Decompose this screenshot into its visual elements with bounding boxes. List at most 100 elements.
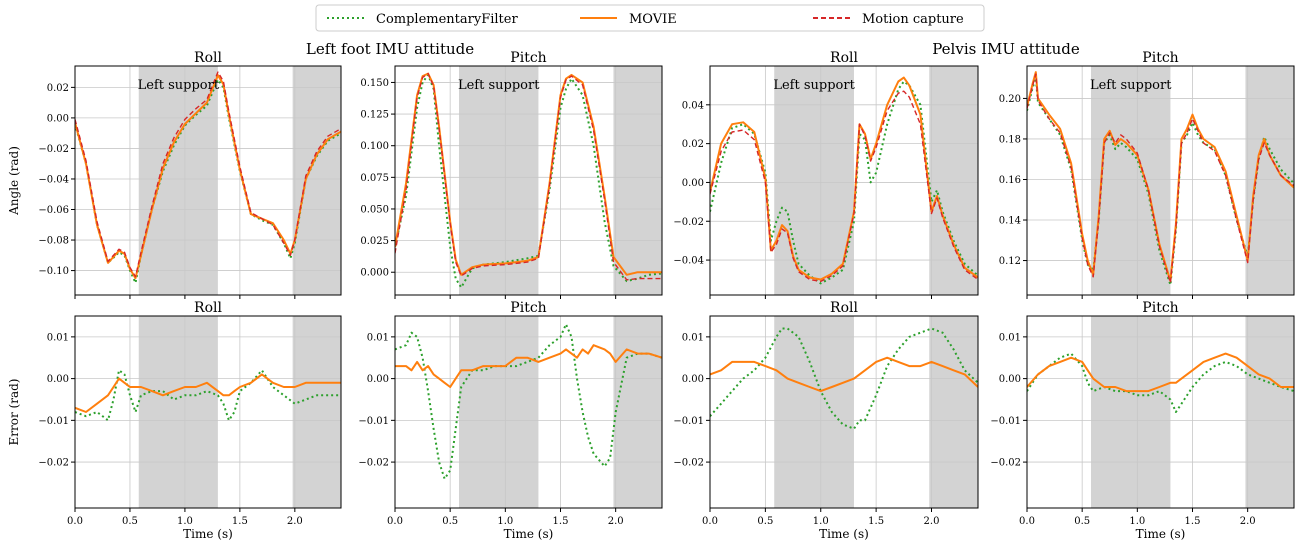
axes-frame bbox=[1026, 315, 1295, 509]
x-tick-label: 1.5 bbox=[1185, 516, 1201, 527]
y-tick-label: −0.01 bbox=[358, 416, 389, 427]
x-tick-label: 0.0 bbox=[387, 516, 403, 527]
series-line-complementary bbox=[395, 323, 662, 480]
x-tick-label: 2.0 bbox=[287, 516, 303, 527]
support-label: Left support bbox=[1090, 78, 1172, 93]
y-tick-label: −0.02 bbox=[38, 144, 69, 155]
series-line-mocap bbox=[710, 90, 978, 283]
support-region-0 bbox=[458, 66, 539, 295]
series-line-movie bbox=[75, 373, 341, 413]
panel-0-1: 0.150 0.125 0.100 0.075 0.050 0.025 0.000 Pitch… bbox=[360, 50, 663, 299]
panel-title: Pitch bbox=[510, 300, 546, 316]
panel-title: Pitch bbox=[1142, 50, 1178, 66]
y-tick-label: −0.02 bbox=[673, 458, 704, 469]
y-tick-label: 0.00 bbox=[999, 374, 1021, 385]
x-tick-label: 2.0 bbox=[924, 516, 940, 527]
x-axis-label: Time (s) bbox=[819, 527, 869, 541]
x-axis-label: Time (s) bbox=[1136, 527, 1186, 541]
panel-1-1: 0.01 0.00 −0.01 −0.02 0.0 0.5 1.0 1.5 2.0 Pitch Ti… bbox=[358, 300, 663, 541]
legend-label-mocap: Motion capture bbox=[862, 12, 964, 27]
support-label: Left support bbox=[773, 78, 855, 93]
axes-frame bbox=[74, 65, 342, 296]
series-line-mocap bbox=[395, 72, 662, 281]
series-line-complementary bbox=[75, 369, 341, 422]
panel-title: Roll bbox=[194, 300, 222, 316]
y-tick-label: −0.02 bbox=[990, 458, 1021, 469]
panel-0-0: 0.02 0.00 −0.02 −0.04 −0.06 −0.08 −0.10 Roll Lef… bbox=[7, 50, 342, 299]
panel-1-3: 0.01 0.00 −0.01 −0.02 0.0 0.5 1.0 1.5 2.0 Pitch Ti… bbox=[990, 300, 1295, 541]
legend-frame bbox=[315, 4, 985, 32]
y-tick-label: 0.050 bbox=[360, 204, 389, 215]
x-tick-label: 0.0 bbox=[702, 516, 718, 527]
x-tick-label: 0.0 bbox=[67, 516, 83, 527]
support-region-0 bbox=[774, 316, 854, 508]
axes-frame bbox=[394, 65, 663, 296]
panel-1-2: 0.01 0.00 −0.01 −0.02 0.0 0.5 1.0 1.5 2.0 Roll Tim… bbox=[673, 300, 979, 541]
y-tick-label: 0.00 bbox=[682, 178, 704, 189]
support-label: Left support bbox=[138, 78, 220, 93]
y-tick-label: −0.04 bbox=[38, 174, 69, 185]
panels: 0.02 0.00 −0.02 −0.04 −0.06 −0.08 −0.10 Roll Lef… bbox=[7, 50, 1295, 541]
support-region-1 bbox=[613, 316, 662, 508]
y-tick-label: 0.02 bbox=[682, 139, 704, 150]
legend-label-complementary: ComplementaryFilter bbox=[376, 12, 518, 27]
panel-title: Roll bbox=[830, 300, 858, 316]
series-line-movie bbox=[710, 356, 978, 393]
support-region-1 bbox=[1245, 316, 1294, 508]
support-region-1 bbox=[292, 66, 341, 295]
x-tick-label: 2.0 bbox=[608, 516, 624, 527]
support-region-0 bbox=[1090, 316, 1171, 508]
x-tick-label: 1.0 bbox=[813, 516, 829, 527]
y-tick-label: 0.00 bbox=[47, 113, 69, 124]
y-tick-label: 0.125 bbox=[360, 110, 389, 121]
x-tick-label: 2.0 bbox=[1240, 516, 1256, 527]
x-tick-label: 1.5 bbox=[232, 516, 248, 527]
support-region-0 bbox=[774, 66, 854, 295]
series-line-complementary bbox=[710, 327, 978, 430]
x-tick-label: 1.0 bbox=[497, 516, 513, 527]
y-tick-label: 0.150 bbox=[360, 78, 389, 89]
support-label: Left support bbox=[458, 78, 540, 93]
y-tick-label: 0.01 bbox=[682, 332, 704, 343]
panel-1-0: 0.01 0.00 −0.01 −0.02 0.0 0.5 1.0 1.5 2.0 Roll Tim… bbox=[7, 300, 342, 541]
support-region-1 bbox=[292, 316, 341, 508]
x-tick-label: 0.5 bbox=[442, 516, 458, 527]
panel-0-2: 0.04 0.02 0.00 −0.02 −0.04 Roll Left support bbox=[673, 50, 979, 299]
y-tick-label: −0.02 bbox=[358, 458, 389, 469]
support-region-0 bbox=[458, 316, 539, 508]
legend-label-movie: MOVIE bbox=[629, 12, 677, 27]
y-axis-label: Angle (rad) bbox=[7, 146, 21, 216]
y-tick-label: 0.100 bbox=[360, 141, 389, 152]
x-tick-label: 1.5 bbox=[868, 516, 884, 527]
x-tick-label: 1.0 bbox=[1129, 516, 1145, 527]
x-axis-label: Time (s) bbox=[504, 527, 554, 541]
x-axis-label: Time (s) bbox=[183, 527, 233, 541]
series-line-mocap bbox=[1027, 73, 1294, 284]
y-tick-label: 0.000 bbox=[360, 268, 389, 279]
panel-title: Roll bbox=[194, 50, 222, 66]
y-tick-label: 0.025 bbox=[360, 236, 389, 247]
axes-frame bbox=[709, 65, 979, 296]
group-title-left-foot: Left foot IMU attitude bbox=[306, 40, 474, 58]
y-tick-label: 0.16 bbox=[999, 175, 1021, 186]
axes-frame bbox=[394, 315, 663, 509]
x-tick-label: 0.0 bbox=[1019, 516, 1035, 527]
y-tick-label: 0.00 bbox=[682, 374, 704, 385]
y-tick-label: 0.00 bbox=[367, 374, 389, 385]
y-tick-label: 0.14 bbox=[999, 216, 1021, 227]
y-tick-label: 0.12 bbox=[999, 256, 1021, 267]
y-tick-label: −0.10 bbox=[38, 266, 69, 277]
panel-title: Pitch bbox=[1142, 300, 1178, 316]
y-tick-label: −0.06 bbox=[38, 205, 69, 216]
group-title-pelvis: Pelvis IMU attitude bbox=[932, 40, 1080, 58]
support-region-0 bbox=[1090, 66, 1171, 295]
y-tick-label: 0.01 bbox=[999, 332, 1021, 343]
series-line-movie bbox=[1027, 352, 1294, 393]
support-region-1 bbox=[929, 66, 978, 295]
y-tick-label: 0.075 bbox=[360, 173, 389, 184]
support-region-1 bbox=[929, 316, 978, 508]
y-tick-label: −0.04 bbox=[673, 256, 704, 267]
support-region-0 bbox=[138, 316, 218, 508]
y-tick-label: 0.02 bbox=[47, 83, 69, 94]
